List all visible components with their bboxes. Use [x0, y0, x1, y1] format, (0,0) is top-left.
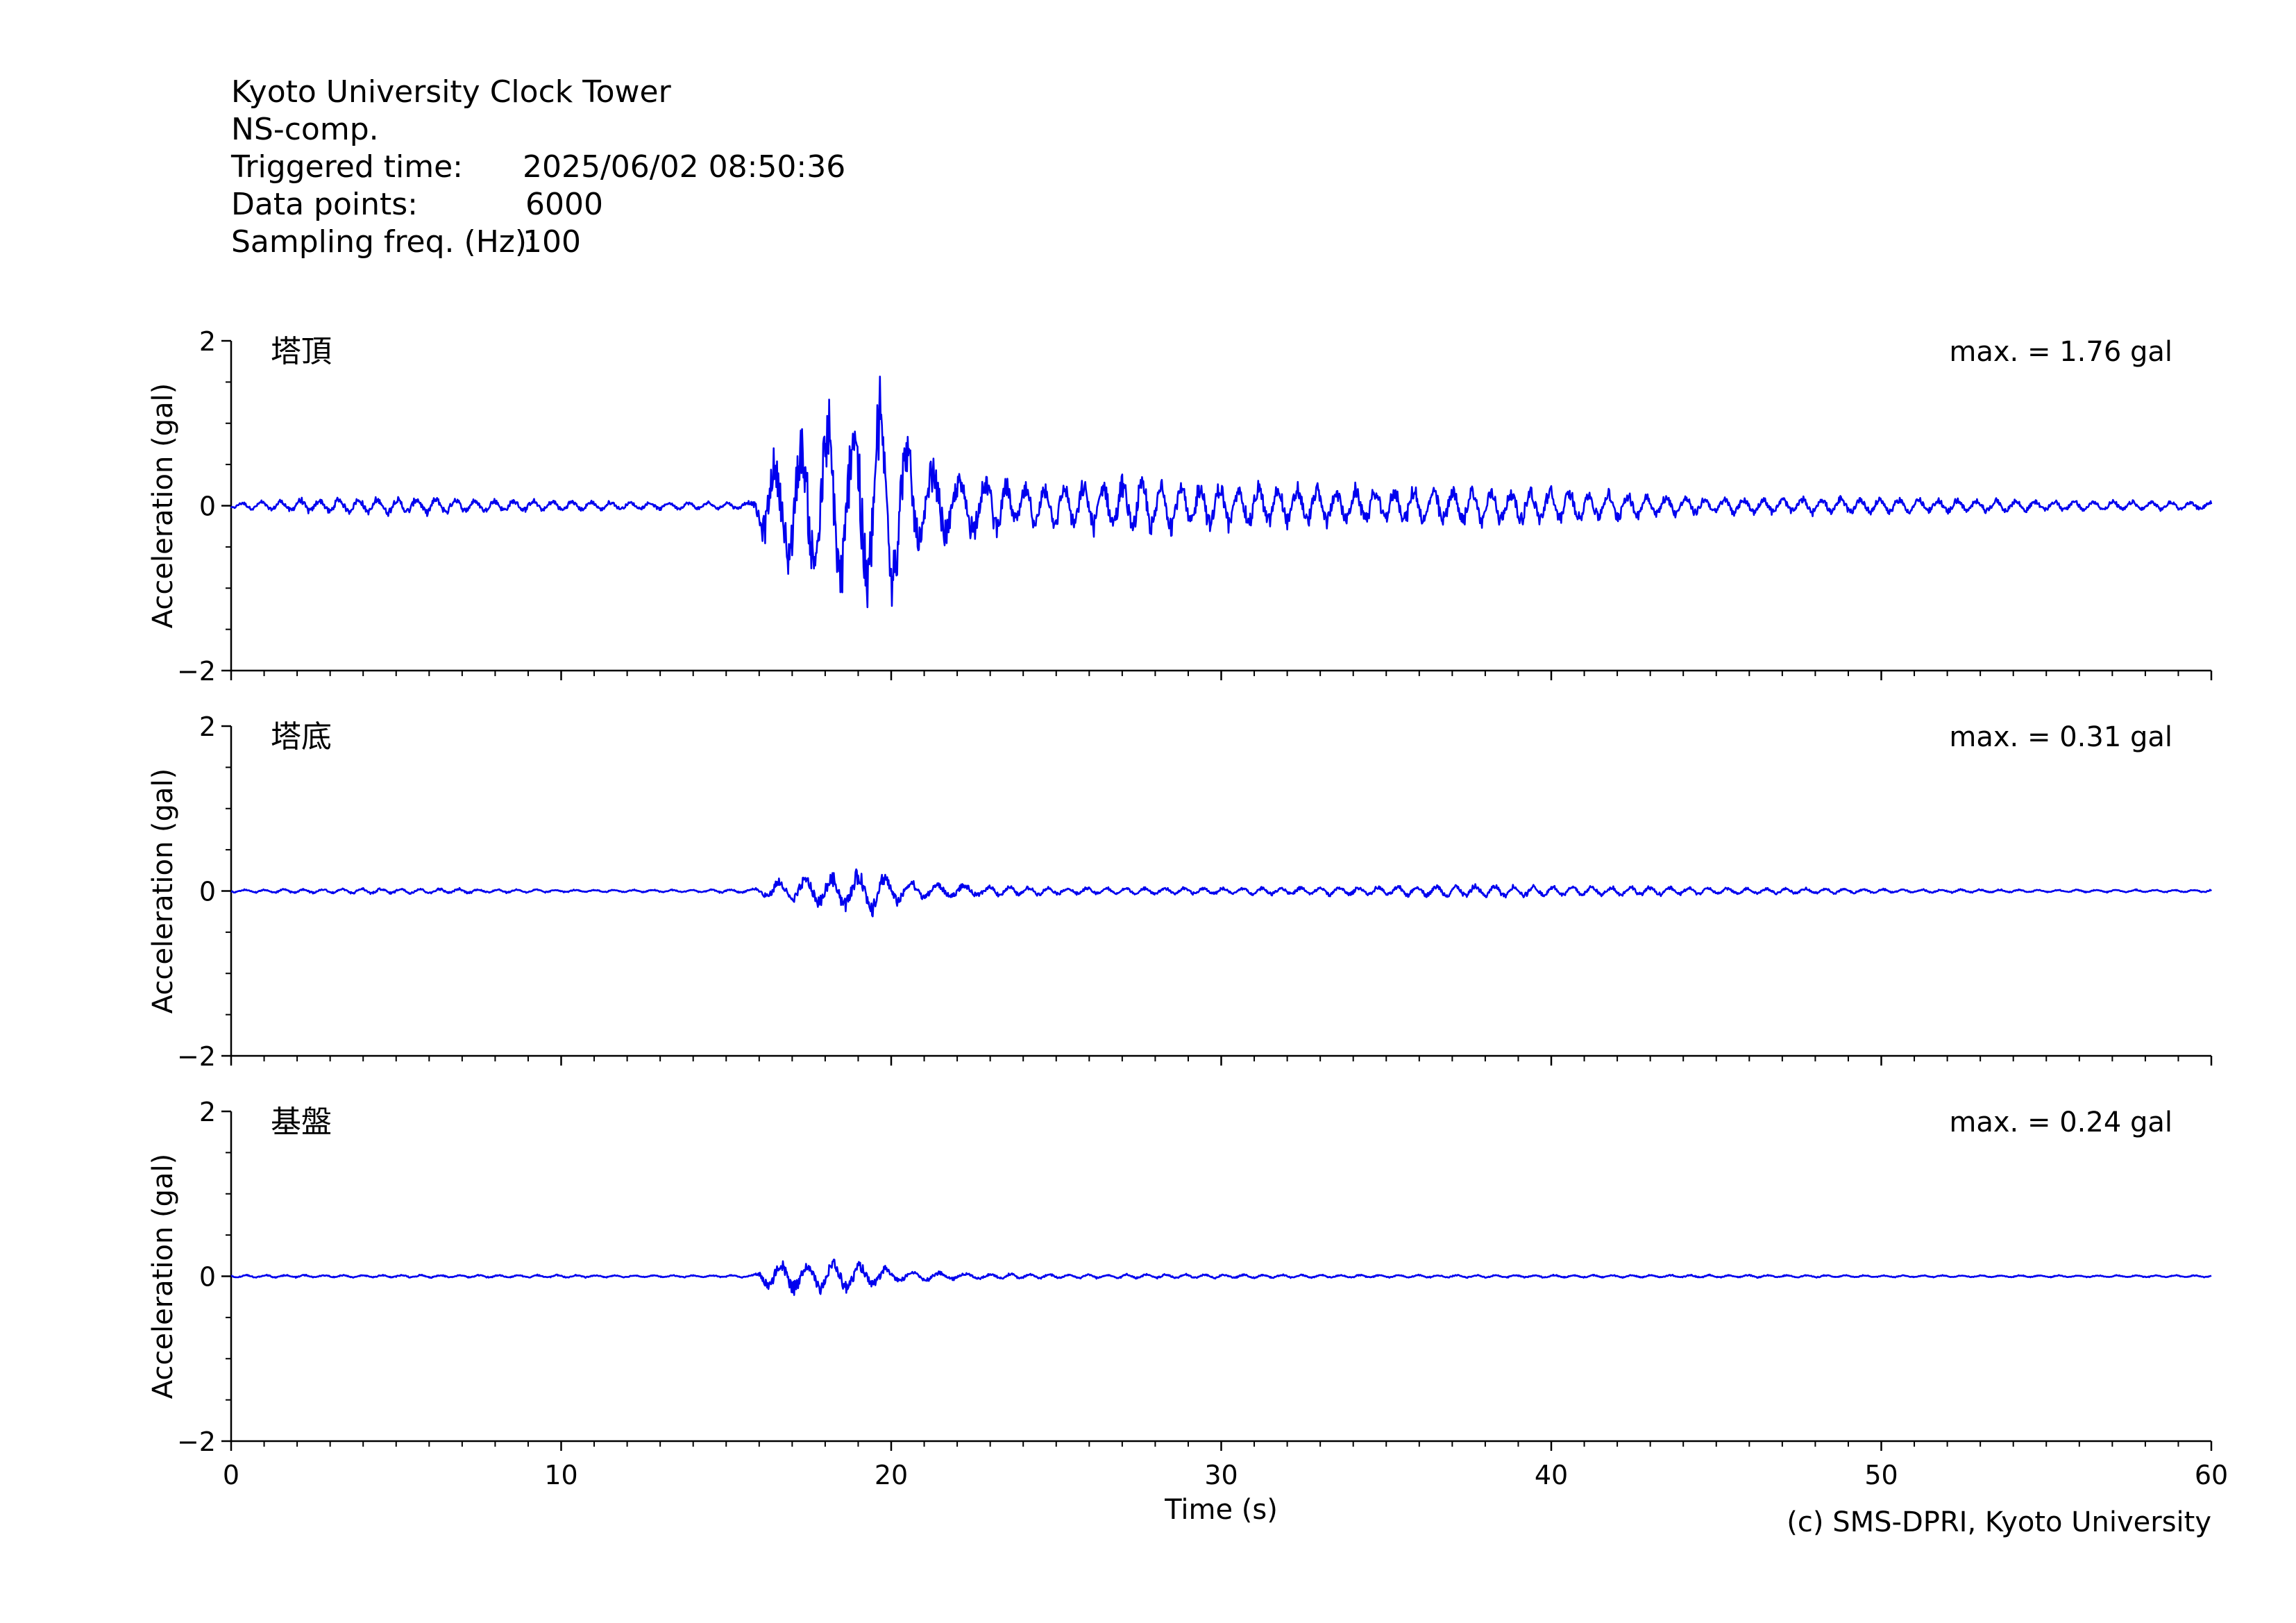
x-tick-label: 50: [1864, 1460, 1898, 1490]
acceleration-trace: [230, 376, 2213, 609]
acceleration-trace: [230, 868, 2213, 918]
max-amplitude-label: max. = 0.24 gal: [1949, 1107, 2172, 1138]
panel-2: −2 0 2 Acceleration (gal) 塔底 max. = 0.31 gal: [147, 712, 2213, 1072]
x-tick-label: 60: [2195, 1460, 2228, 1490]
y-axis-title: Acceleration (gal): [147, 768, 179, 1014]
max-amplitude-label: max. = 1.76 gal: [1949, 336, 2172, 368]
max-amplitude-label: max. = 0.31 gal: [1949, 721, 2172, 753]
acceleration-trace: [230, 1259, 2212, 1296]
y-tick-label: −2: [177, 1427, 216, 1457]
component-name: NS-comp.: [231, 112, 379, 147]
y-tick-label: 2: [199, 712, 216, 742]
x-tick-label: 20: [875, 1460, 908, 1490]
triggered-time-value: 2025/06/02 08:50:36: [523, 149, 846, 185]
y-tick-label: 0: [199, 1262, 216, 1293]
y-axis-title: Acceleration (gal): [147, 1154, 179, 1399]
x-tick-label: 0: [223, 1460, 239, 1490]
y-tick-label: 2: [199, 1097, 216, 1127]
y-tick-label: 2: [199, 326, 216, 357]
sampling-freq-value: 100: [523, 224, 581, 260]
y-tick-label: 0: [199, 491, 216, 522]
y-axis-title: Acceleration (gal): [147, 383, 179, 629]
x-tick-label: 10: [544, 1460, 577, 1490]
x-tick-label: 40: [1535, 1460, 1568, 1490]
x-tick-label: 30: [1204, 1460, 1238, 1490]
station-name: Kyoto University Clock Tower: [231, 74, 671, 110]
station-channel-label: 基盤: [271, 1104, 332, 1140]
y-tick-label: −2: [177, 656, 216, 687]
x-axis-title: Time (s): [1164, 1494, 1278, 1526]
station-channel-label: 塔底: [271, 719, 332, 755]
credit-label: (c) SMS-DPRI, Kyoto University: [1787, 1506, 2211, 1538]
data-points-value: 6000: [525, 187, 603, 222]
y-tick-label: −2: [177, 1041, 216, 1072]
triggered-time-label: Triggered time:: [231, 149, 463, 185]
panel-1: −2 0 2 Acceleration (gal) 塔頂 max. = 1.76 gal: [147, 326, 2213, 687]
sampling-freq-label: Sampling freq. (Hz):: [231, 224, 537, 260]
record-header: Kyoto University Clock Tower NS-comp. Tr…: [231, 74, 845, 261]
y-tick-label: 0: [199, 877, 216, 907]
station-channel-label: 塔頂: [271, 334, 332, 369]
data-points-label: Data points:: [231, 187, 419, 222]
